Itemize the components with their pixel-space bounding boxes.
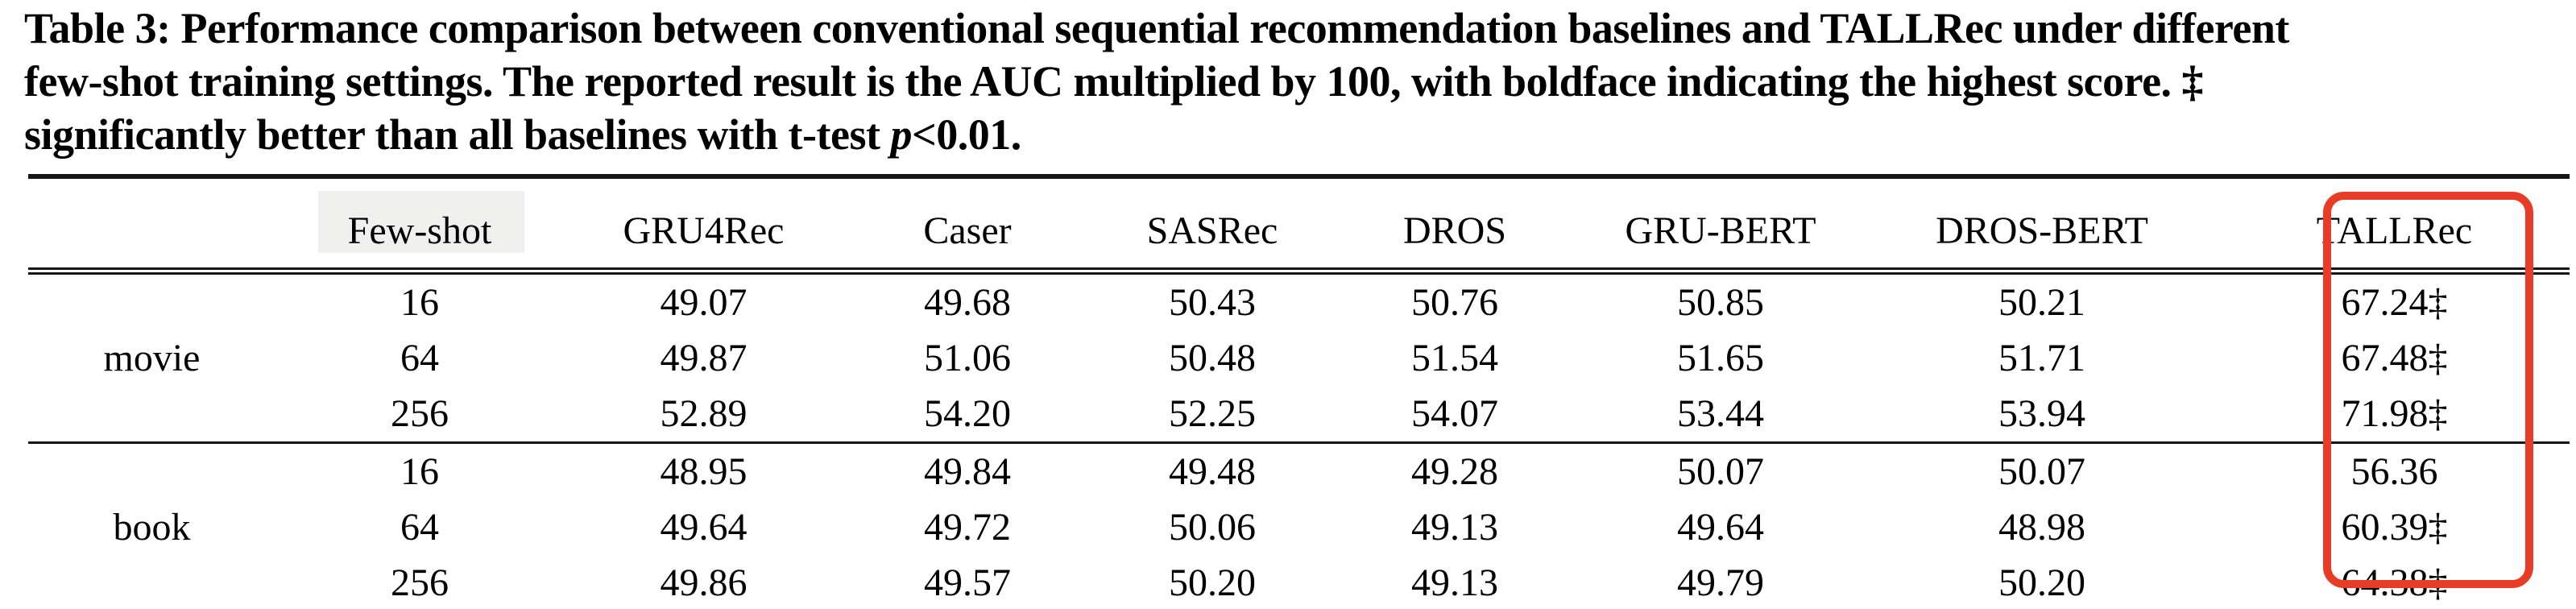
- score-cell: 49.72: [924, 506, 1011, 549]
- score-cell: 53.44: [1576, 386, 1865, 444]
- col-header-few-shot: Few-shot: [275, 176, 564, 275]
- score-cell: 52.89: [564, 386, 843, 444]
- few-shot-value: 256: [275, 386, 564, 444]
- score-cell: 50.48: [1169, 337, 1256, 379]
- table-row-movie-64: movie 64 49.87 51.06 50.48 51.54 51.65 5…: [28, 330, 2570, 386]
- score-cell: 54.20: [843, 386, 1091, 444]
- caption-line-2: few-shot training settings. The reported…: [24, 57, 2204, 106]
- table-row-movie-16: 16 49.07 49.68 50.43 50.76 50.85 50.21 6…: [28, 271, 2570, 331]
- score-cell: 50.07: [1998, 450, 2085, 493]
- score-cell: 50.06: [1169, 506, 1256, 549]
- tallrec-score-cell: 56.36: [2350, 450, 2438, 493]
- score-cell: 50.21: [1998, 281, 2085, 324]
- score-cell: 51.54: [1411, 337, 1498, 379]
- col-header-dataset: [28, 176, 275, 275]
- score-cell: 50.43: [1169, 281, 1256, 324]
- score-cell: 49.13: [1411, 561, 1498, 604]
- score-cell: 50.07: [1677, 450, 1764, 493]
- table-row-movie-256: 256 52.89 54.20 52.25 54.07 53.44 53.94 …: [28, 386, 2570, 444]
- tallrec-score-cell: 67.24‡: [2341, 281, 2448, 324]
- score-cell: 53.94: [1865, 386, 2219, 444]
- score-cell: 49.87: [660, 337, 748, 379]
- col-header-caser: Caser: [843, 176, 1091, 275]
- score-cell: 51.71: [1998, 337, 2085, 379]
- dataset-label: [28, 386, 275, 444]
- tallrec-score-cell: 67.48‡: [2341, 337, 2448, 379]
- score-cell: 49.57: [924, 561, 1011, 604]
- caption-line-3: significantly better than all baselines …: [24, 108, 2289, 161]
- tallrec-score-cell: 64.38‡: [2341, 561, 2448, 604]
- dataset-label: [28, 271, 275, 331]
- p-value-variable: p: [890, 110, 912, 159]
- col-header-dros: DROS: [1333, 176, 1576, 275]
- results-table: Few-shot GRU4Rec Caser SASRec DROS GRU-B…: [28, 174, 2570, 609]
- few-shot-value: 64: [400, 506, 439, 549]
- score-cell: 49.64: [1677, 506, 1764, 549]
- score-cell: 50.20: [1169, 561, 1256, 604]
- score-cell: 50.85: [1677, 281, 1764, 324]
- score-cell: 48.98: [1998, 506, 2085, 549]
- score-cell: 49.79: [1677, 561, 1764, 604]
- results-table-area: Few-shot GRU4Rec Caser SASRec DROS GRU-B…: [28, 174, 2570, 609]
- score-cell: 50.20: [1998, 561, 2085, 604]
- score-cell: 49.84: [924, 450, 1011, 493]
- dataset-label: book: [113, 506, 191, 549]
- score-cell: 50.76: [1411, 281, 1498, 324]
- header-row: Few-shot GRU4Rec Caser SASRec DROS GRU-B…: [28, 176, 2570, 275]
- col-header-dros-bert: DROS-BERT: [1865, 176, 2219, 275]
- score-cell: 52.25: [1091, 386, 1333, 444]
- table-row-book-16: 16 48.95 49.84 49.48 49.28 50.07 50.07 5…: [28, 443, 2570, 500]
- table-row-book-64: book 64 49.64 49.72 50.06 49.13 49.64 48…: [28, 499, 2570, 555]
- dataset-label: movie: [103, 337, 201, 379]
- score-cell: 54.07: [1333, 386, 1576, 444]
- col-header-gru4rec: GRU4Rec: [564, 176, 843, 275]
- score-cell: 48.95: [660, 450, 748, 493]
- table-row-book-256: 256 49.86 49.57 50.20 49.13 49.79 50.20 …: [28, 555, 2570, 609]
- caption-line-3-text: significantly better than all baselines …: [24, 110, 891, 159]
- dataset-label: [28, 443, 275, 500]
- table-caption: Table 3: Performance comparison between …: [24, 2, 2289, 161]
- caption-line-3-tail: <0.01.: [911, 110, 1021, 159]
- col-header-gru-bert: GRU-BERT: [1576, 176, 1865, 275]
- few-shot-value: 64: [400, 337, 439, 379]
- col-header-tallrec: TALLRec: [2219, 176, 2570, 275]
- score-cell: 49.28: [1411, 450, 1498, 493]
- score-cell: 49.13: [1411, 506, 1498, 549]
- score-cell: 49.07: [660, 281, 748, 324]
- tallrec-score-cell: 71.98‡: [2219, 386, 2570, 444]
- score-cell: 49.86: [660, 561, 748, 604]
- caption-line-1: Table 3: Performance comparison between …: [24, 4, 2289, 52]
- score-cell: 51.06: [924, 337, 1011, 379]
- score-cell: 51.65: [1677, 337, 1764, 379]
- few-shot-value: 16: [400, 450, 439, 493]
- few-shot-value: 256: [391, 561, 449, 604]
- score-cell: 49.68: [924, 281, 1011, 324]
- few-shot-value: 16: [400, 281, 439, 324]
- dataset-label: [28, 555, 275, 609]
- col-header-sasrec: SASRec: [1091, 176, 1333, 275]
- score-cell: 49.64: [660, 506, 748, 549]
- score-cell: 49.48: [1169, 450, 1256, 493]
- tallrec-score-cell: 60.39‡: [2341, 506, 2448, 549]
